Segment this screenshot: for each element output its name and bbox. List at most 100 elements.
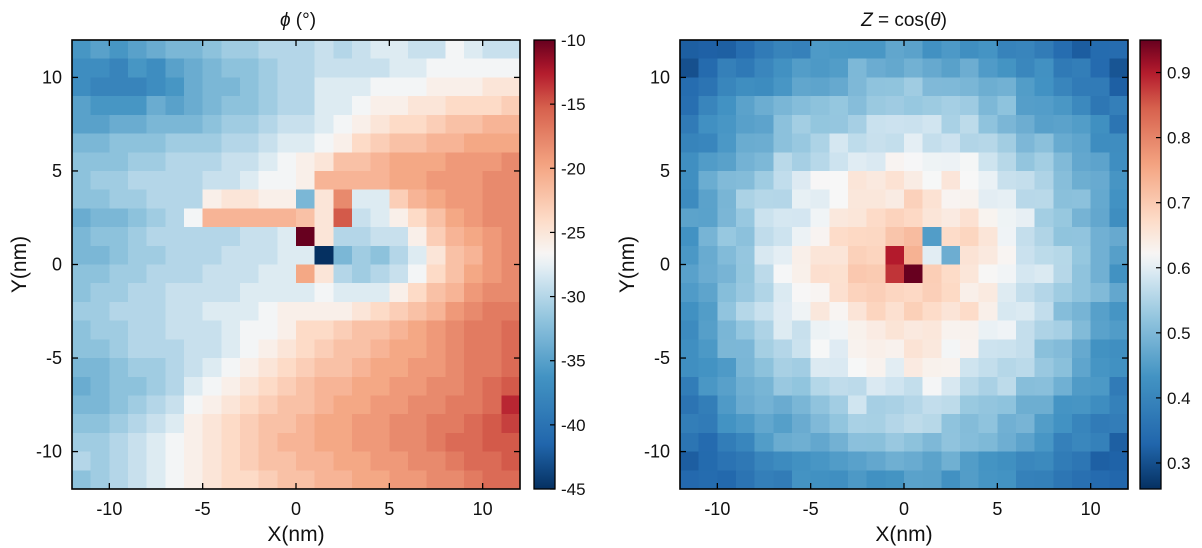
heatmap-cell — [922, 301, 942, 322]
heatmap-cell — [109, 358, 129, 378]
heatmap-cell — [1034, 301, 1054, 322]
heatmap-cell — [109, 283, 129, 303]
heatmap-cell — [240, 114, 260, 135]
chart-title: ϕ (°) — [280, 10, 316, 31]
heatmap-cell — [277, 152, 297, 172]
heatmap-cell — [352, 77, 372, 97]
heatmap-cell — [941, 432, 961, 453]
heatmap-cell — [146, 152, 166, 172]
x-tick-label: -10 — [96, 499, 122, 519]
heatmap-cell — [165, 376, 185, 397]
heatmap-cell — [333, 245, 353, 266]
heatmap-cell — [296, 414, 316, 434]
heatmap-cell — [296, 245, 316, 266]
heatmap-cell — [960, 283, 980, 303]
heatmap-cell — [408, 395, 428, 415]
heatmap-cell — [960, 339, 980, 359]
heatmap-cell — [202, 96, 222, 116]
heatmap-cell — [146, 58, 166, 79]
heatmap-cell — [1034, 414, 1054, 434]
heatmap-cell — [1034, 96, 1054, 116]
heatmap-cell — [426, 96, 446, 116]
heatmap-cell — [829, 58, 849, 79]
heatmap-cell — [866, 245, 886, 266]
heatmap-cell — [810, 170, 830, 191]
heatmap-cell — [333, 40, 353, 60]
x-tick-label: -5 — [195, 499, 211, 519]
heatmap-cell — [370, 114, 390, 135]
heatmap-cell — [754, 414, 774, 434]
heatmap-cell — [72, 58, 92, 79]
heatmap-cell — [482, 358, 502, 378]
heatmap-cell — [314, 245, 334, 266]
heatmap-cell — [90, 170, 110, 191]
heatmap-cell — [445, 320, 465, 340]
heatmap-cell — [754, 339, 774, 359]
heatmap-cell — [1109, 114, 1129, 135]
heatmap-cell — [698, 208, 718, 228]
heatmap-cell — [810, 245, 830, 266]
heatmap-cell — [72, 189, 92, 209]
heatmap-cell — [314, 395, 334, 415]
heatmap-cell — [754, 77, 774, 97]
heatmap-cell — [904, 77, 924, 97]
x-tick-label: 5 — [384, 499, 394, 519]
heatmap-cell — [314, 283, 334, 303]
heatmap-cells — [72, 40, 521, 490]
heatmap-cell — [501, 133, 521, 153]
heatmap-cell — [258, 470, 278, 490]
heatmap-cell — [848, 395, 868, 415]
heatmap-cell — [941, 376, 961, 397]
heatmap-cell — [221, 114, 241, 135]
x-axis-label: X(nm) — [875, 523, 932, 546]
heatmap-cell — [333, 414, 353, 434]
heatmap-cell — [258, 96, 278, 116]
heatmap-cell — [680, 432, 700, 453]
heatmap-cell — [717, 470, 737, 490]
heatmap-cell — [90, 320, 110, 340]
heatmap-cell — [978, 245, 998, 266]
heatmap-cell — [978, 376, 998, 397]
heatmap-cell — [773, 189, 793, 209]
heatmap-cell — [773, 152, 793, 172]
heatmap-cell — [717, 376, 737, 397]
heatmap-cell — [922, 245, 942, 266]
heatmap-cell — [978, 320, 998, 340]
heatmap-cell — [736, 414, 756, 434]
heatmap-cell — [866, 170, 886, 191]
heatmap-cell — [426, 208, 446, 228]
heatmap-cell — [184, 152, 204, 172]
heatmap-cell — [408, 77, 428, 97]
y-tick-label: 5 — [52, 161, 62, 181]
heatmap-cell — [352, 301, 372, 322]
heatmap-cell — [258, 339, 278, 359]
colorbar — [533, 39, 556, 490]
heatmap-cell — [922, 152, 942, 172]
heatmap-cell — [866, 264, 886, 284]
heatmap-cell — [810, 339, 830, 359]
heatmap-cell — [146, 208, 166, 228]
heatmap-cell — [389, 320, 409, 340]
heatmap-cell — [997, 470, 1017, 490]
heatmap-cell — [829, 470, 849, 490]
heatmap-cell — [960, 227, 980, 247]
heatmap-cell — [72, 470, 92, 490]
heatmap-cell — [829, 227, 849, 247]
heatmap-cell — [698, 40, 718, 60]
heatmap-cell — [717, 358, 737, 378]
heatmap-cell — [184, 170, 204, 191]
x-tick-label: 10 — [1081, 499, 1101, 519]
heatmap-cell — [698, 432, 718, 453]
heatmap-cell — [90, 58, 110, 79]
heatmap-cell — [941, 339, 961, 359]
heatmap-cell — [792, 77, 812, 97]
heatmap-cell — [997, 320, 1017, 340]
heatmap-cell — [978, 227, 998, 247]
heatmap-cell — [978, 58, 998, 79]
heatmap-cell — [296, 152, 316, 172]
heatmap-cell — [960, 264, 980, 284]
heatmap-cell — [426, 376, 446, 397]
heatmap-cell — [221, 264, 241, 284]
heatmap-cell — [277, 245, 297, 266]
heatmap-cell — [978, 301, 998, 322]
